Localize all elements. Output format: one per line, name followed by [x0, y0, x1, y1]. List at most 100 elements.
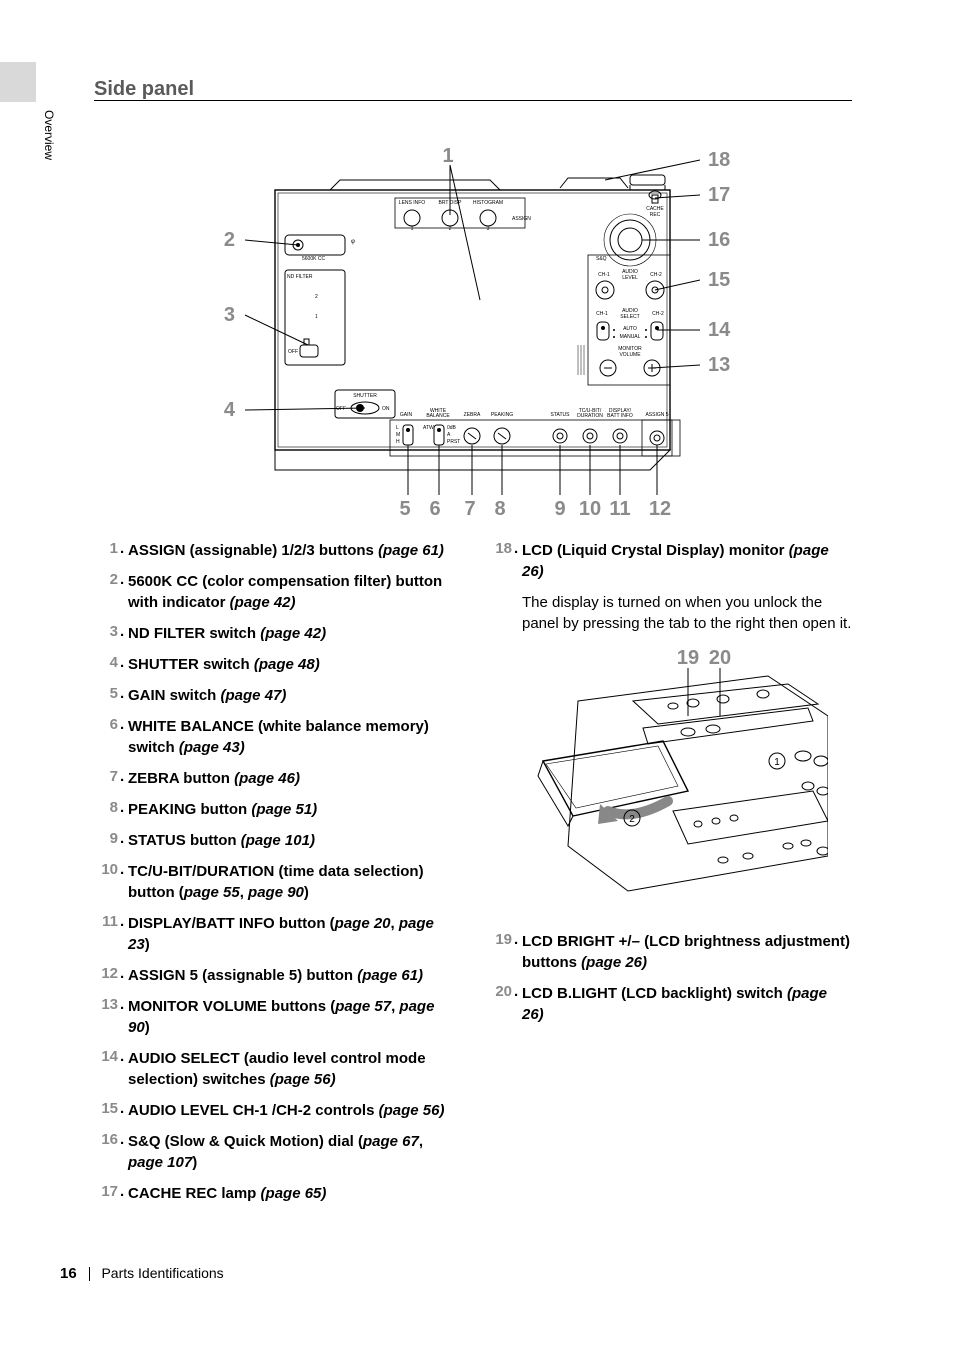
item-number: 13: [94, 996, 120, 1013]
svg-text:H: H: [396, 439, 400, 445]
svg-text:DURATION: DURATION: [577, 413, 603, 419]
item-number: 7: [94, 768, 120, 785]
item-number: 3: [94, 623, 120, 640]
svg-text:3: 3: [224, 304, 235, 326]
item-dot: .: [120, 623, 128, 640]
svg-text:STATUS: STATUS: [551, 412, 571, 418]
item-dot: .: [120, 685, 128, 702]
svg-text:2: 2: [629, 814, 635, 825]
svg-text:2: 2: [449, 226, 452, 232]
item-dot: .: [120, 654, 128, 671]
svg-text:PEAKING: PEAKING: [491, 412, 513, 418]
list-item: 7.ZEBRA button (page 46): [94, 768, 458, 789]
item-number: 11: [94, 913, 120, 930]
svg-text:ON: ON: [382, 406, 390, 412]
svg-text:OFF: OFF: [288, 349, 298, 355]
title-rule: [94, 100, 852, 101]
svg-text:12: 12: [649, 498, 671, 520]
svg-text:0dB: 0dB: [447, 425, 457, 431]
left-column: 1.ASSIGN (assignable) 1/2/3 buttons (pag…: [94, 540, 458, 1214]
svg-text:CH-2: CH-2: [650, 272, 662, 278]
svg-text:CH-2: CH-2: [652, 311, 664, 317]
list-item: 16.S&Q (Slow & Quick Motion) dial (page …: [94, 1131, 458, 1173]
svg-text:SELECT: SELECT: [620, 314, 639, 320]
item-text: S&Q (Slow & Quick Motion) dial (page 67,…: [128, 1131, 458, 1173]
page-footer: 16 Parts Identifications: [60, 1265, 224, 1282]
item-number: 15: [94, 1100, 120, 1117]
item-number: 17: [94, 1183, 120, 1200]
item-dot: .: [120, 1100, 128, 1117]
side-section-label: Overview: [42, 110, 56, 160]
list-item: 17.CACHE REC lamp (page 65): [94, 1183, 458, 1204]
item-text: 5600K CC (color compensation filter) but…: [128, 571, 458, 613]
svg-text:VOLUME: VOLUME: [619, 352, 641, 358]
svg-text:16: 16: [708, 229, 730, 251]
item-number: 10: [94, 861, 120, 878]
svg-text:CH-1: CH-1: [596, 311, 608, 317]
item-text: MONITOR VOLUME buttons (page 57, page 90…: [128, 996, 458, 1038]
svg-text:4: 4: [224, 399, 236, 421]
svg-text:φ: φ: [351, 239, 355, 245]
lcd-diagram: 19 20: [528, 646, 852, 911]
svg-text:LEVEL: LEVEL: [622, 275, 638, 281]
svg-text:20: 20: [709, 647, 731, 669]
item-dot: .: [120, 768, 128, 785]
item-dot: .: [120, 830, 128, 847]
item-dot: .: [120, 965, 128, 982]
svg-text:REC: REC: [650, 212, 661, 218]
item-number: 19: [488, 931, 514, 948]
svg-text:17: 17: [708, 184, 730, 206]
item-dot: .: [120, 540, 128, 557]
list-item: 15.AUDIO LEVEL CH-1 /CH-2 controls (page…: [94, 1100, 458, 1121]
item-text: ND FILTER switch (page 42): [128, 623, 458, 644]
svg-text:2: 2: [224, 229, 235, 251]
item-dot: .: [514, 540, 522, 557]
svg-text:SHUTTER: SHUTTER: [353, 393, 377, 399]
svg-text:BALANCE: BALANCE: [426, 413, 450, 419]
item-text: SHUTTER switch (page 48): [128, 654, 458, 675]
list-item: 10.TC/U-BIT/DURATION (time data selectio…: [94, 861, 458, 903]
item-number: 8: [94, 799, 120, 816]
svg-text:1: 1: [315, 314, 318, 320]
list-item: 8.PEAKING button (page 51): [94, 799, 458, 820]
item-text: LCD (Liquid Crystal Display) monitor (pa…: [522, 540, 852, 582]
svg-text:ATW: ATW: [423, 425, 434, 431]
item-number: 5: [94, 685, 120, 702]
list-item: 13.MONITOR VOLUME buttons (page 57, page…: [94, 996, 458, 1038]
svg-text:13: 13: [708, 354, 730, 376]
item-text: TC/U-BIT/DURATION (time data selection) …: [128, 861, 458, 903]
item-number: 6: [94, 716, 120, 733]
item-text: GAIN switch (page 47): [128, 685, 458, 706]
list-item: 3.ND FILTER switch (page 42): [94, 623, 458, 644]
list-item: 14.AUDIO SELECT (audio level control mod…: [94, 1048, 458, 1090]
item-dot: .: [120, 861, 128, 878]
item-text: WHITE BALANCE (white balance memory) swi…: [128, 716, 458, 758]
list-item: 18.LCD (Liquid Crystal Display) monitor …: [488, 540, 852, 582]
item-text: CACHE REC lamp (page 65): [128, 1183, 458, 1204]
item-dot: .: [514, 983, 522, 1000]
item-dot: .: [514, 931, 522, 948]
list-item: 19.LCD BRIGHT +/– (LCD brightness adjust…: [488, 931, 852, 973]
svg-text:5: 5: [399, 498, 410, 520]
svg-text:9: 9: [554, 498, 565, 520]
svg-text:CH-1: CH-1: [598, 272, 610, 278]
svg-text:GAIN: GAIN: [400, 412, 413, 418]
item-number: 20: [488, 983, 514, 1000]
item-text: AUDIO LEVEL CH-1 /CH-2 controls (page 56…: [128, 1100, 458, 1121]
item-text: ASSIGN 5 (assignable 5) button (page 61): [128, 965, 458, 986]
item-dot: .: [120, 1048, 128, 1065]
svg-text:ASSIGN: ASSIGN: [512, 216, 531, 222]
section-title: Side panel: [94, 78, 194, 101]
svg-text:1: 1: [442, 145, 453, 167]
item-18-description: The display is turned on when you unlock…: [522, 592, 852, 634]
list-item: 1.ASSIGN (assignable) 1/2/3 buttons (pag…: [94, 540, 458, 561]
item-number: 9: [94, 830, 120, 847]
list-item: 20.LCD B.LIGHT (LCD backlight) switch (p…: [488, 983, 852, 1025]
svg-text:HISTOGRAM: HISTOGRAM: [473, 200, 503, 206]
item-dot: .: [120, 799, 128, 816]
svg-text:PRST: PRST: [447, 439, 460, 445]
svg-text:OFF: OFF: [336, 406, 346, 412]
item-text: LCD BRIGHT +/– (LCD brightness adjustmen…: [522, 931, 852, 973]
svg-text:8: 8: [494, 498, 505, 520]
svg-text:15: 15: [708, 269, 730, 291]
